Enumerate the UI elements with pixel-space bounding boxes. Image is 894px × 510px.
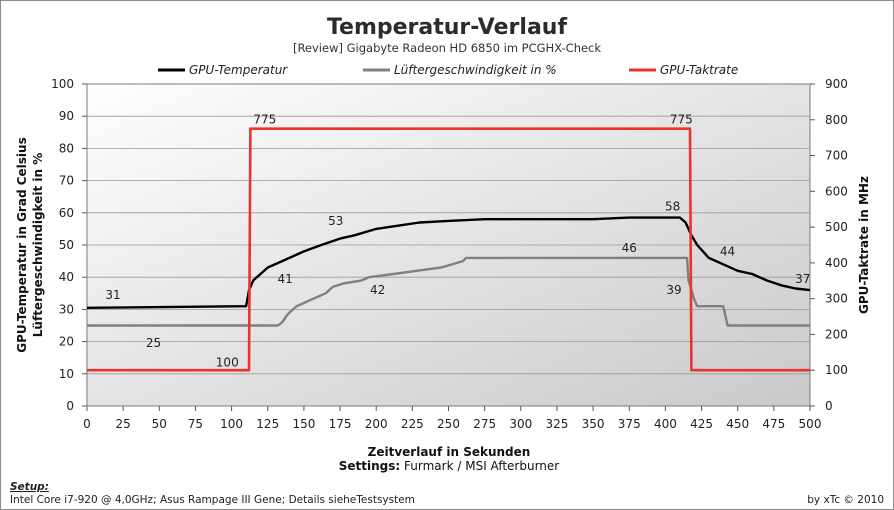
chart-title: Temperatur-Verlauf <box>327 15 567 40</box>
x-tick-label: 225 <box>401 417 424 431</box>
x-tick-label: 125 <box>256 417 279 431</box>
x-tick-label: 375 <box>618 417 641 431</box>
data-label: 46 <box>622 241 637 255</box>
x-tick-label: 475 <box>762 417 785 431</box>
y-left-tick-label: 70 <box>59 174 74 188</box>
y-right-tick-label: 100 <box>825 363 848 377</box>
data-label: 775 <box>253 112 276 126</box>
y-left-tick-label: 40 <box>59 270 74 284</box>
legend-label: Lüftergeschwindigkeit in % <box>394 63 557 77</box>
data-label: 31 <box>105 288 120 302</box>
setup-label: Setup: <box>10 481 49 493</box>
y-left-axis-title-line1: GPU-Temperatur in Grad Celsius <box>15 137 29 352</box>
x-tick-label: 300 <box>509 417 532 431</box>
x-tick-label: 75 <box>188 417 203 431</box>
y-left-tick-label: 90 <box>59 109 74 123</box>
y-right-tick-label: 400 <box>825 256 848 270</box>
x-tick-label: 275 <box>473 417 496 431</box>
y-left-tick-label: 100 <box>51 77 74 91</box>
y-right-tick-label: 300 <box>825 292 848 306</box>
credit-text: by xTc © 2010 <box>807 494 884 506</box>
legend-label: GPU-Taktrate <box>660 63 738 77</box>
x-axis-ticks: 0 25 50 75 100 125 150 175 200 225 250 275 300 325 350… <box>83 406 821 431</box>
y-left-tick-label: 0 <box>66 399 74 413</box>
x-tick-label: 175 <box>329 417 352 431</box>
y-left-tick-label: 50 <box>59 238 74 252</box>
x-tick-label: 0 <box>83 417 91 431</box>
y-right-tick-label: 600 <box>825 184 848 198</box>
data-label: 58 <box>665 199 680 213</box>
settings-value: Furmark / MSI Afterburner <box>404 459 559 473</box>
data-label: 42 <box>370 283 385 297</box>
x-tick-label: 450 <box>726 417 749 431</box>
y-right-tick-label: 700 <box>825 149 848 163</box>
x-tick-label: 500 <box>799 417 822 431</box>
legend-label: GPU-Temperatur <box>189 63 288 77</box>
x-tick-label: 25 <box>116 417 131 431</box>
y-right-axis-ticks: 0 100 200 300 400 500 600 700 800 900 <box>810 77 848 413</box>
data-label: 775 <box>670 112 693 126</box>
y-right-tick-label: 0 <box>825 399 833 413</box>
series-line-0 <box>86 216 811 309</box>
y-left-tick-label: 60 <box>59 206 74 220</box>
setup-text: Intel Core i7-920 @ 4,0GHz; Asus Rampage… <box>10 494 415 506</box>
data-label: 25 <box>146 336 161 350</box>
x-tick-label: 400 <box>654 417 677 431</box>
x-tick-label: 425 <box>690 417 713 431</box>
settings-note: Settings: Furmark / MSI Afterburner <box>339 459 560 473</box>
x-tick-label: 100 <box>220 417 243 431</box>
x-tick-label: 200 <box>365 417 388 431</box>
x-tick-label: 325 <box>545 417 568 431</box>
x-tick-label: 250 <box>437 417 460 431</box>
series-line-1 <box>87 256 810 327</box>
y-right-tick-label: 800 <box>825 113 848 127</box>
y-right-axis-title: GPU-Taktrate in MHz <box>857 176 871 314</box>
y-left-tick-label: 30 <box>59 302 74 316</box>
y-left-axis-title-line2: Lüftergeschwindigkeit in % <box>31 153 45 337</box>
y-right-tick-label: 900 <box>825 77 848 91</box>
data-label: 53 <box>328 214 343 228</box>
y-left-tick-label: 80 <box>59 141 74 155</box>
data-label: 39 <box>666 283 681 297</box>
data-label: 37 <box>795 272 810 286</box>
x-axis-title: Zeitverlauf in Sekunden <box>368 445 531 459</box>
y-right-tick-label: 500 <box>825 220 848 234</box>
y-left-axis-ticks: 0 10 20 30 40 50 60 70 80 90 100 <box>51 77 87 413</box>
legend: GPU-Temperatur Lüftergeschwindigkeit in %… <box>158 63 738 77</box>
x-tick-label: 150 <box>292 417 315 431</box>
y-right-tick-label: 200 <box>825 327 848 341</box>
data-label: 41 <box>277 272 292 286</box>
y-left-tick-label: 20 <box>59 335 74 349</box>
data-label: 44 <box>720 244 735 258</box>
series-line-2 <box>87 127 810 372</box>
x-tick-label: 350 <box>582 417 605 431</box>
data-labels: 31 25 100 775 41 42 53 775 58 46 39 44 37 <box>105 112 810 369</box>
x-tick-label: 50 <box>152 417 167 431</box>
data-label: 100 <box>216 356 239 370</box>
series-layer <box>86 127 811 372</box>
chart-subtitle: [Review] Gigabyte Radeon HD 6850 im PCGH… <box>293 41 601 55</box>
settings-label: Settings: <box>339 459 400 473</box>
y-left-tick-label: 10 <box>59 367 74 381</box>
